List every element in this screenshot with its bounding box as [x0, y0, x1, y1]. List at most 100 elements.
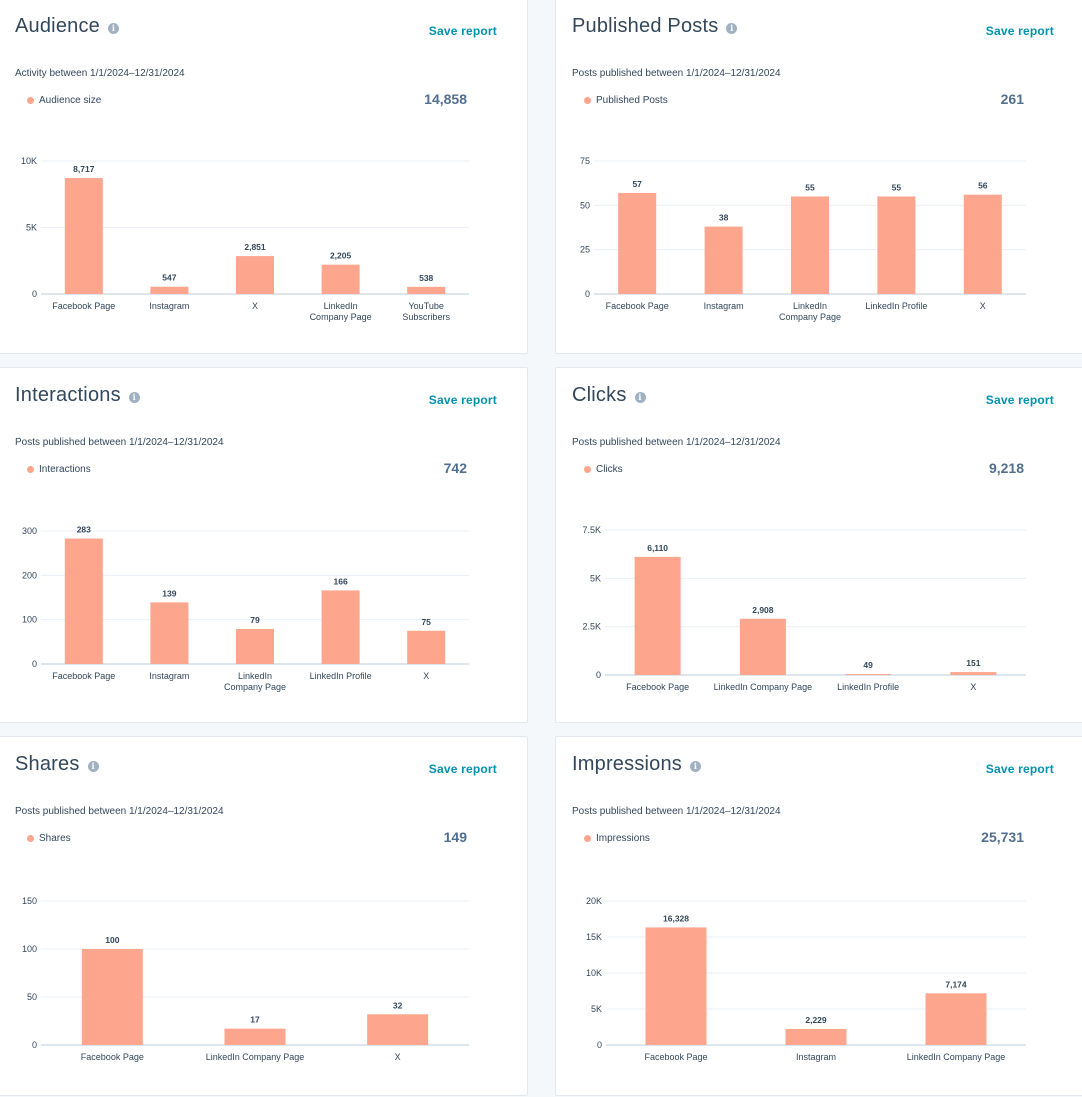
legend: Impressions: [584, 833, 650, 844]
bar-value-label: 79: [250, 615, 260, 625]
y-tick-label: 5K: [591, 1004, 602, 1014]
x-tick-label: LinkedIn Company Page: [206, 1052, 305, 1062]
x-tick-label: LinkedIn Profile: [837, 682, 899, 692]
y-tick-label: 0: [596, 670, 601, 680]
info-icon[interactable]: i: [726, 22, 738, 34]
bar-value-label: 2,908: [752, 605, 774, 615]
info-icon[interactable]: i: [128, 391, 140, 403]
y-tick-label: 50: [27, 992, 37, 1002]
bar-value-label: 57: [632, 179, 642, 189]
x-tick-label: Subscribers: [402, 312, 450, 322]
y-tick-label: 0: [32, 1040, 37, 1050]
card-interactions: Interactions i Save report Posts publish…: [0, 367, 528, 723]
save-report-button[interactable]: Save report: [428, 24, 497, 38]
card-audience: Audience i Save report Activity between …: [0, 0, 528, 354]
y-tick-label: 50: [580, 200, 590, 210]
card-shares: Shares i Save report Posts published bet…: [0, 736, 528, 1096]
bar-chart: 0 5K 10K 8,717 Facebook Page 547 Instagram 2,85…: [21, 156, 469, 322]
bar-value-label: 166: [334, 576, 348, 586]
bar-value-label: 55: [892, 182, 902, 192]
x-tick-label: LinkedIn: [238, 671, 272, 681]
bar: [81, 949, 143, 1045]
x-tick-label: Facebook Page: [644, 1052, 707, 1062]
legend-dot: [584, 466, 591, 473]
x-tick-label: Instagram: [704, 301, 744, 311]
bar: [150, 602, 189, 664]
x-tick-label: X: [423, 671, 429, 681]
x-tick-label: Facebook Page: [52, 301, 115, 311]
bar: [634, 556, 681, 675]
info-icon[interactable]: i: [87, 760, 99, 772]
bar-value-label: 56: [978, 181, 988, 191]
total-value: 149: [443, 829, 467, 845]
bar-value-label: 38: [719, 213, 729, 223]
y-tick-label: 0: [597, 1040, 602, 1050]
card-title: Audience i: [15, 15, 119, 38]
bar: [963, 194, 1002, 294]
bar-chart: 0 2.5K 5K 7.5K 6,110 Facebook Page 2,908 Linked…: [582, 525, 1026, 692]
y-tick-label: 2.5K: [582, 622, 601, 632]
info-icon[interactable]: i: [108, 22, 119, 34]
bar: [321, 590, 360, 664]
x-tick-label: X: [970, 682, 976, 692]
x-tick-label: LinkedIn Company Page: [907, 1052, 1006, 1062]
bar: [224, 1028, 286, 1045]
x-tick-label: Facebook Page: [626, 682, 689, 692]
card-published-posts: Published Posts i Save report Posts publ…: [555, 0, 1082, 354]
date-range-subtitle: Posts published between 1/1/2024–12/31/2…: [572, 806, 781, 817]
save-report-button[interactable]: Save report: [428, 393, 497, 407]
info-icon[interactable]: i: [690, 760, 702, 772]
total-value: 9,218: [988, 460, 1024, 476]
card-title: Interactions i: [15, 384, 140, 407]
y-tick-label: 25: [580, 245, 590, 255]
card-title-text: Impressions: [572, 753, 683, 775]
x-tick-label: Company Page: [224, 682, 286, 692]
bar-value-label: 547: [162, 273, 176, 283]
x-tick-label: LinkedIn Company Page: [714, 682, 813, 692]
save-report-button[interactable]: Save report: [985, 24, 1054, 38]
x-tick-label: X: [980, 301, 986, 311]
bar-chart: 0 25 50 75 57 Facebook Page 38 Instagram 55 Linke…: [580, 156, 1026, 322]
date-range-subtitle: Posts published between 1/1/2024–12/31/2…: [572, 68, 781, 79]
bar: [845, 674, 892, 675]
save-report-button[interactable]: Save report: [985, 393, 1054, 407]
total-value: 25,731: [981, 829, 1024, 845]
card-title-text: Published Posts: [572, 15, 719, 37]
x-tick-label: Company Page: [779, 312, 841, 322]
bar-value-label: 32: [393, 1000, 403, 1010]
bar: [618, 192, 657, 294]
bar: [645, 927, 707, 1045]
bar-chart: 0 5K 10K 15K 20K 16,328 Facebook Page 2,229 Inst…: [586, 896, 1026, 1062]
card-title: Shares i: [15, 753, 99, 776]
info-icon[interactable]: i: [634, 391, 646, 403]
x-tick-label: Company Page: [310, 312, 372, 322]
bar-chart: 0 100 200 300 283 Facebook Page 139 Instagram 79…: [22, 525, 469, 692]
bar-value-label: 55: [805, 182, 815, 192]
bar: [321, 264, 360, 294]
legend: Shares: [27, 833, 71, 844]
bar-value-label: 2,851: [244, 242, 266, 252]
x-tick-label: LinkedIn: [324, 301, 358, 311]
y-tick-label: 100: [22, 944, 37, 954]
bar: [407, 286, 446, 294]
card-title: Impressions i: [572, 753, 702, 776]
save-report-button[interactable]: Save report: [985, 762, 1054, 776]
legend-dot: [27, 466, 34, 473]
y-tick-label: 20K: [586, 896, 602, 906]
x-tick-label: LinkedIn Profile: [310, 671, 372, 681]
bar: [64, 178, 103, 294]
x-tick-label: Instagram: [149, 671, 189, 681]
bar-value-label: 16,328: [663, 913, 689, 923]
date-range-subtitle: Activity between 1/1/2024–12/31/2024: [15, 68, 185, 79]
save-report-button[interactable]: Save report: [428, 762, 497, 776]
x-tick-label: X: [252, 301, 258, 311]
bar: [925, 993, 987, 1045]
y-tick-label: 7.5K: [582, 525, 601, 535]
y-tick-label: 0: [32, 289, 37, 299]
bar: [785, 1028, 847, 1045]
y-tick-label: 100: [22, 615, 37, 625]
legend-label: Clicks: [596, 464, 623, 475]
bar-chart: 0 50 100 150 100 Facebook Page 17 LinkedIn Comp…: [22, 896, 469, 1062]
x-tick-label: Instagram: [796, 1052, 836, 1062]
legend-label: Published Posts: [596, 95, 668, 106]
